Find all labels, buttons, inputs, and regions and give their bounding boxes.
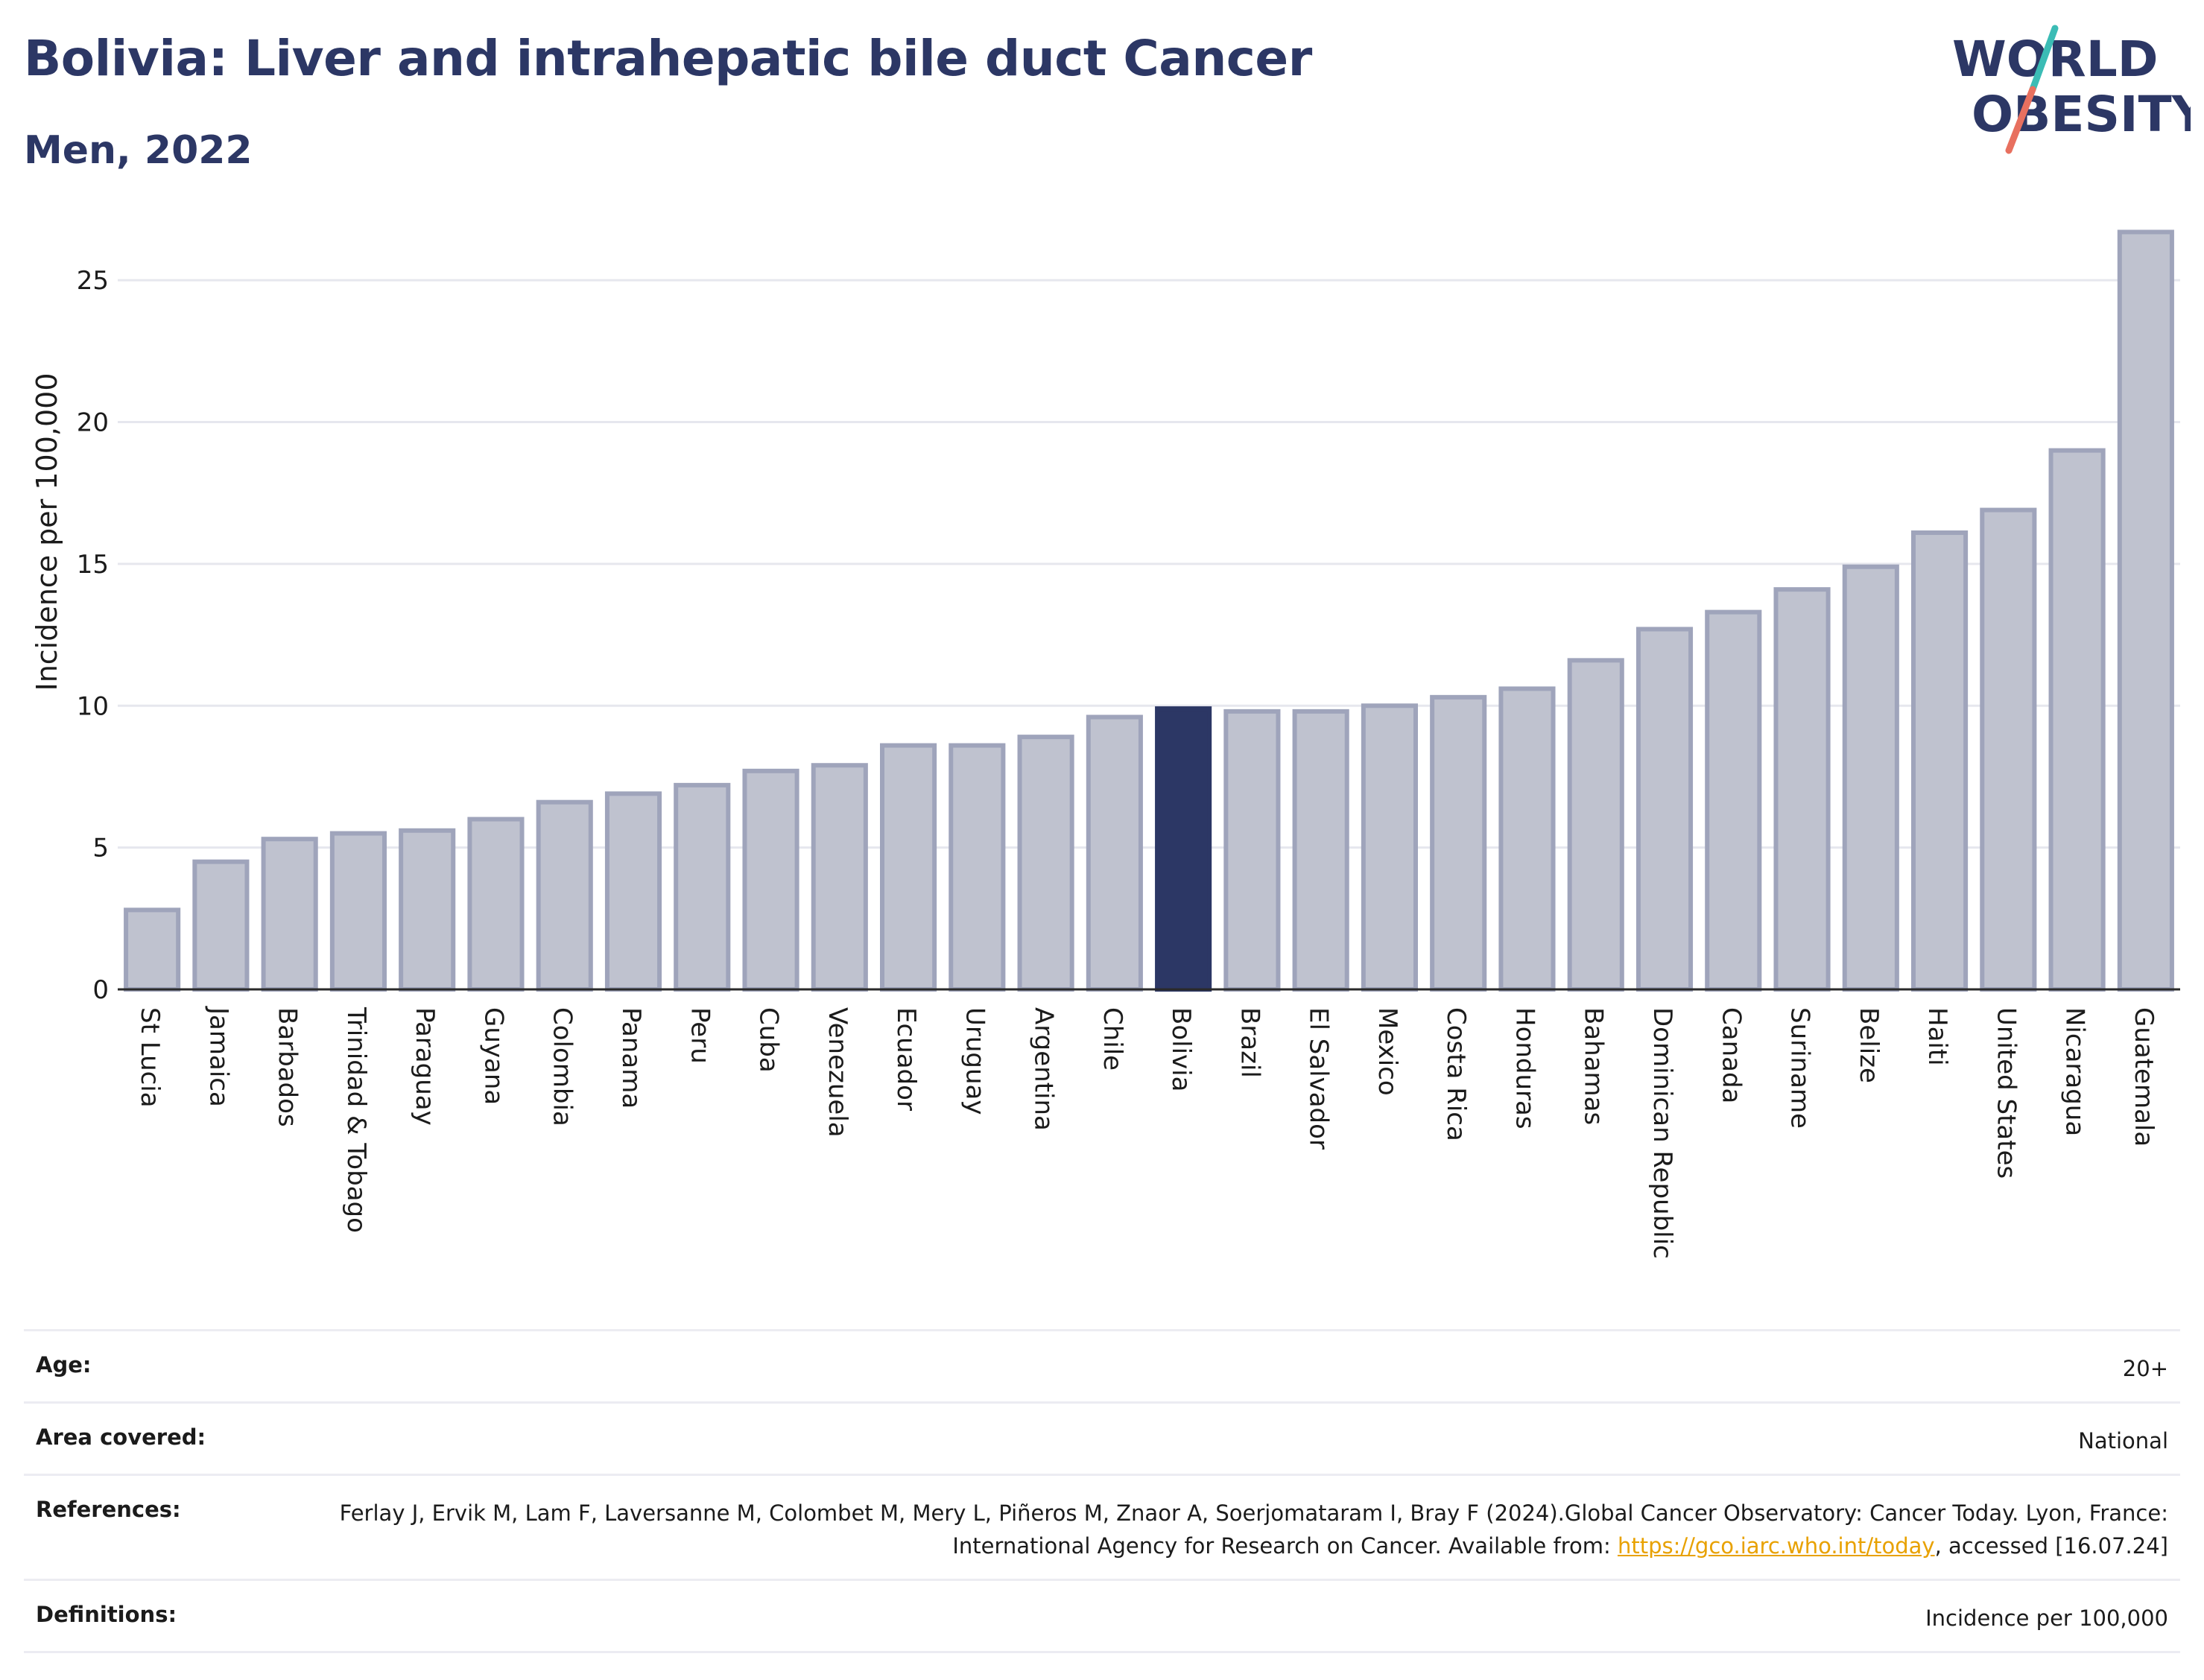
bar-venezuela xyxy=(811,763,868,992)
logo-slash-coral xyxy=(2005,86,2036,154)
logo-slash-teal xyxy=(2029,25,2059,93)
x-tick-label: Suriname xyxy=(1785,1007,1815,1129)
references-text: Ferlay J, Ervik M, Lam F, Laversanne M, … xyxy=(339,1500,2168,1559)
x-tick-label: Mexico xyxy=(1372,1007,1402,1096)
x-tick-label: Guyana xyxy=(478,1007,508,1105)
x-tick-label: United States xyxy=(1991,1007,2021,1179)
x-tick-label: Belize xyxy=(1854,1007,1884,1083)
y-tick-label: 20 xyxy=(77,408,109,438)
bar-honduras xyxy=(1498,686,1556,992)
logo-word-obesity: OBESITY xyxy=(1972,86,2191,143)
area-value: National xyxy=(2078,1428,2168,1454)
x-tick-label: Colombia xyxy=(548,1007,577,1126)
bar-uruguay xyxy=(949,743,1006,992)
y-tick-label: 10 xyxy=(77,691,109,721)
x-tick-label: Ecuador xyxy=(891,1007,921,1111)
references-value: Ferlay J, Ervik M, Lam F, Laversanne M, … xyxy=(291,1497,2168,1562)
info-row-definitions: Definitions: Incidence per 100,000 xyxy=(24,1579,2180,1653)
bar-haiti xyxy=(1911,530,1969,992)
bar-peru xyxy=(674,782,731,992)
bar-ecuador xyxy=(880,743,937,992)
bar-el-salvador xyxy=(1292,709,1349,992)
x-tick-label: Jamaica xyxy=(203,1006,233,1107)
x-tick-label: Cuba xyxy=(754,1007,784,1073)
chart-bars xyxy=(124,229,2174,992)
chart-gridlines xyxy=(118,279,2180,849)
logo-word-world: WORLD xyxy=(1952,31,2159,88)
bar-panama xyxy=(604,791,662,992)
bar-united-states xyxy=(1980,507,2037,992)
bar-dominican-republic xyxy=(1635,627,1694,992)
x-tick-label: El Salvador xyxy=(1304,1007,1334,1150)
info-row-area: Area covered: National xyxy=(24,1401,2180,1474)
x-tick-label: St Lucia xyxy=(135,1007,165,1108)
x-tick-label: Uruguay xyxy=(960,1007,989,1115)
x-tick-label: Nicaragua xyxy=(2060,1007,2090,1136)
x-tick-label: Paraguay xyxy=(410,1007,440,1126)
age-value: 20+ xyxy=(2122,1356,2168,1381)
x-tick-label: Guatemala xyxy=(2129,1007,2159,1147)
bar-nicaragua xyxy=(2048,448,2106,992)
x-tick-label: Chile xyxy=(1098,1007,1127,1071)
bar-colombia xyxy=(536,799,593,992)
x-tick-label: Haiti xyxy=(1922,1007,1952,1066)
x-axis-ticks: St Lucia Jamaica Barbados Trinidad & Tobago… xyxy=(135,1006,2159,1259)
y-axis-ticks: 0 5 10 15 20 25 xyxy=(77,266,109,1005)
bar-barbados xyxy=(261,837,318,992)
x-tick-label: Venezuela xyxy=(823,1007,852,1138)
y-tick-label: 25 xyxy=(77,266,109,296)
definitions-value: Incidence per 100,000 xyxy=(1925,1605,2168,1631)
x-tick-label: Trinidad & Tobago xyxy=(341,1007,371,1233)
x-tick-label: Peru xyxy=(685,1007,715,1064)
references-accessed: , accessed [16.07.24] xyxy=(1934,1533,2168,1559)
bar-cuba xyxy=(742,768,799,992)
y-axis-label: Incidence per 100,000 xyxy=(31,373,63,691)
bar-paraguay xyxy=(399,828,456,992)
info-row-references: References: Ferlay J, Ervik M, Lam F, La… xyxy=(24,1474,2180,1579)
age-label: Age: xyxy=(36,1352,92,1378)
y-tick-label: 5 xyxy=(92,834,109,863)
x-tick-label: Dominican Republic xyxy=(1647,1007,1677,1259)
x-tick-label: Brazil xyxy=(1235,1007,1264,1078)
x-tick-label: Argentina xyxy=(1029,1007,1059,1131)
info-row-age: Age: 20+ xyxy=(24,1329,2180,1401)
world-obesity-logo: WORLD OBESITY xyxy=(1952,25,2191,154)
x-tick-label: Bolivia xyxy=(1166,1007,1196,1091)
bar-costa-rica xyxy=(1430,694,1487,992)
bar-canada xyxy=(1705,609,1762,992)
bar-brazil xyxy=(1223,709,1281,992)
x-tick-label: Costa Rica xyxy=(1441,1007,1471,1141)
page-subtitle: Men, 2022 xyxy=(24,128,253,173)
bar-jamaica xyxy=(192,859,250,992)
bar-guatemala xyxy=(2117,229,2174,992)
bar-chile xyxy=(1086,714,1143,992)
x-tick-label: Honduras xyxy=(1510,1007,1539,1129)
bar-bahamas xyxy=(1567,658,1624,992)
x-tick-label: Bahamas xyxy=(1579,1007,1609,1125)
references-link[interactable]: https://gco.iarc.who.int/today xyxy=(1617,1533,1935,1559)
bar-chart: 0 5 10 15 20 25 St Lucia Jamaica Barbados Trinid… xyxy=(31,229,2180,1259)
y-tick-label: 15 xyxy=(77,550,109,580)
info-table: Age: 20+ Area covered: National Referenc… xyxy=(24,1329,2180,1653)
area-label: Area covered: xyxy=(36,1424,206,1450)
x-tick-label: Canada xyxy=(1716,1007,1746,1103)
definitions-label: Definitions: xyxy=(36,1602,177,1627)
bar-belize xyxy=(1842,564,1899,992)
bar-trinidad-tobago xyxy=(329,831,387,992)
bar-st-lucia xyxy=(124,907,181,992)
x-tick-label: Barbados xyxy=(273,1007,303,1127)
bar-mexico xyxy=(1361,703,1418,992)
page-title: Bolivia: Liver and intrahepatic bile duc… xyxy=(24,30,1312,87)
bar-bolivia xyxy=(1155,706,1212,992)
bar-guyana xyxy=(467,817,525,992)
y-tick-label: 0 xyxy=(92,975,109,1005)
x-tick-label: Panama xyxy=(616,1007,646,1109)
references-label: References: xyxy=(36,1497,181,1522)
bar-suriname xyxy=(1773,587,1831,992)
bar-argentina xyxy=(1017,735,1074,992)
